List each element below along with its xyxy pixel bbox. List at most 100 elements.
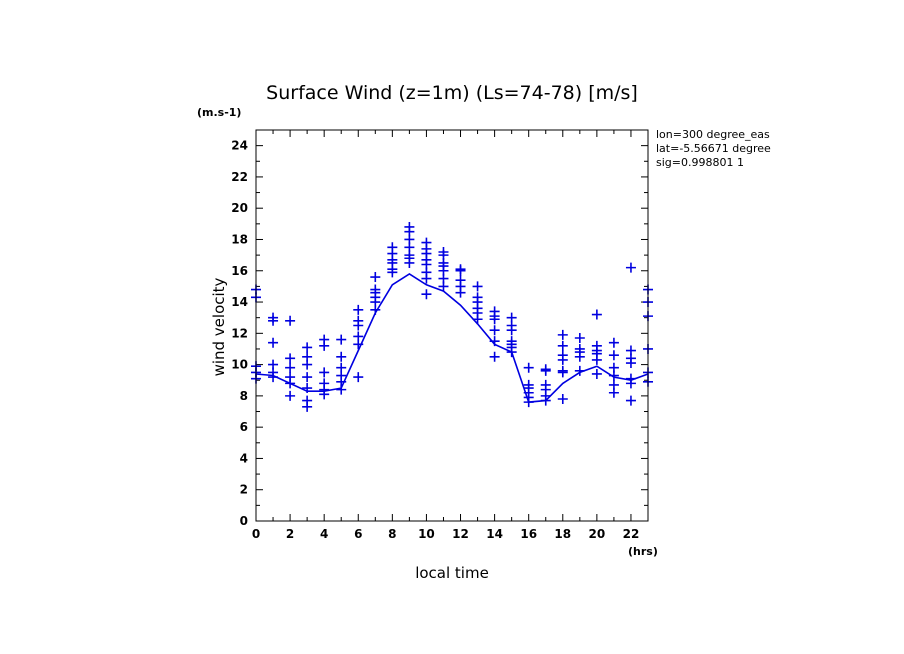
y-tick-label: 20 — [231, 201, 248, 215]
sample-point-marker — [489, 351, 500, 362]
sample-point-marker — [268, 337, 279, 348]
sample-point-marker — [438, 281, 449, 292]
y-tick-label: 22 — [231, 170, 248, 184]
y-tick-label: 4 — [240, 451, 248, 465]
sample-point-marker — [591, 368, 602, 379]
sample-point-marker — [591, 309, 602, 320]
x-tick-label: 8 — [388, 527, 396, 541]
x-tick-label: 14 — [486, 527, 503, 541]
sample-point-marker — [387, 267, 398, 278]
sample-point-marker — [319, 340, 330, 351]
sample-point-marker — [455, 287, 466, 298]
chart-title: Surface Wind (z=1m) (Ls=74-78) [m/s] — [266, 82, 638, 104]
x-tick-label: 2 — [286, 527, 294, 541]
sample-point-marker — [353, 372, 364, 383]
y-tick-label: 12 — [231, 326, 248, 340]
sample-point-marker — [472, 314, 483, 325]
sample-point-marker — [489, 325, 500, 336]
sample-point-marker — [404, 257, 415, 268]
sample-point-marker — [370, 272, 381, 283]
x-tick-label: 20 — [589, 527, 606, 541]
y-unit-label: (m.s-1) — [197, 106, 241, 119]
y-tick-label: 14 — [231, 295, 248, 309]
annotation-lon: lon=300 degree_eas — [656, 128, 770, 141]
y-tick-label: 10 — [231, 358, 248, 372]
sample-point-marker — [302, 383, 313, 394]
sample-point-marker — [574, 333, 585, 344]
sample-point-marker — [336, 351, 347, 362]
sample-point-marker — [557, 394, 568, 405]
sample-point-marker — [625, 395, 636, 406]
y-tick-label: 6 — [240, 420, 248, 434]
sample-point-marker — [608, 387, 619, 398]
y-tick-label: 16 — [231, 264, 248, 278]
sample-point-marker — [489, 336, 500, 347]
y-axis-label: wind velocity — [210, 277, 228, 376]
x-axis-label: local time — [415, 564, 489, 582]
sample-point-marker — [557, 329, 568, 340]
x-tick-label: 22 — [623, 527, 640, 541]
sample-point-marker — [268, 372, 279, 383]
x-tick-label: 18 — [554, 527, 571, 541]
plot-data — [251, 221, 653, 412]
sample-point-marker — [574, 351, 585, 362]
sample-point-marker — [540, 365, 551, 376]
sample-point-marker — [625, 358, 636, 369]
sample-point-marker — [489, 314, 500, 325]
sample-point-marker — [302, 342, 313, 353]
x-unit-label: (hrs) — [628, 545, 658, 558]
sample-point-marker — [285, 378, 296, 389]
sample-point-marker — [523, 362, 534, 373]
sample-point-marker — [302, 359, 313, 370]
mean-wind-line — [255, 272, 649, 403]
sample-point-marker — [319, 367, 330, 378]
sample-point-marker — [506, 325, 517, 336]
sample-point-marker — [421, 273, 432, 284]
sample-point-marker — [608, 370, 619, 381]
sample-point-marker — [506, 347, 517, 358]
x-tick-label: 4 — [320, 527, 328, 541]
plot-frame — [255, 129, 649, 522]
sample-point-marker — [574, 365, 585, 376]
sample-point-marker — [557, 367, 568, 378]
annotation-sig: sig=0.998801 1 — [656, 156, 744, 169]
sample-point-marker — [285, 390, 296, 401]
sample-point-marker — [625, 378, 636, 389]
x-tick-label: 12 — [452, 527, 469, 541]
sample-point-marker — [353, 339, 364, 350]
x-tick-label: 6 — [354, 527, 362, 541]
sample-point-marker — [336, 384, 347, 395]
sample-point-marker — [336, 334, 347, 345]
y-tick-label: 18 — [231, 232, 248, 246]
sample-point-marker — [302, 401, 313, 412]
sample-point-marker — [557, 354, 568, 365]
sample-point-marker — [268, 315, 279, 326]
sample-point-marker — [455, 265, 466, 276]
sample-point-marker — [353, 304, 364, 315]
sample-point-marker — [523, 397, 534, 408]
sample-point-marker — [285, 353, 296, 364]
sample-point-marker — [608, 350, 619, 361]
sample-point-marker — [370, 304, 381, 315]
x-tick-label: 16 — [520, 527, 537, 541]
sample-point-marker — [540, 395, 551, 406]
sample-point-marker — [285, 315, 296, 326]
sample-point-marker — [591, 354, 602, 365]
y-tick-label: 24 — [231, 139, 248, 153]
sample-point-marker — [557, 340, 568, 351]
sample-point-marker — [302, 372, 313, 383]
sample-point-marker — [319, 389, 330, 400]
sample-point-marker — [608, 337, 619, 348]
y-tick-label: 8 — [240, 389, 248, 403]
y-tick-label: 0 — [240, 514, 248, 528]
annotation-lat: lat=-5.56671 degree — [656, 142, 771, 155]
sample-point-marker — [353, 320, 364, 331]
x-tick-label: 0 — [252, 527, 260, 541]
sample-point-marker — [421, 289, 432, 300]
y-tick-label: 2 — [240, 483, 248, 497]
sample-point-marker — [472, 281, 483, 292]
sample-point-marker — [285, 362, 296, 373]
x-tick-label: 10 — [418, 527, 435, 541]
